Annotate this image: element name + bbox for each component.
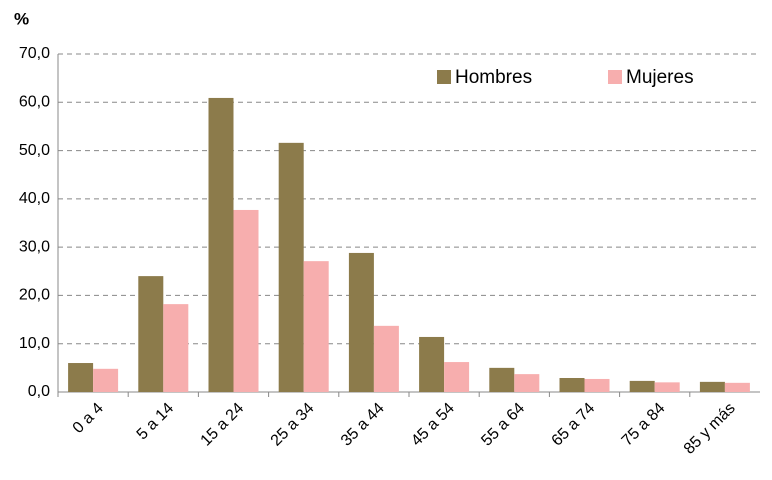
legend-label: Hombres [455,67,532,88]
x-tick-label: 35 a 44 [338,400,388,450]
bar [68,363,94,392]
bar [303,261,329,392]
legend-swatch [437,70,451,84]
bar [373,325,399,392]
x-tick-label: 15 a 24 [198,400,248,450]
bar [724,382,750,392]
y-tick-label: 0,0 [28,383,50,400]
x-tick-label: 45 a 54 [408,400,458,450]
y-tick-label: 20,0 [19,287,50,304]
x-tick-label: 5 a 14 [134,400,178,444]
bar [444,362,470,392]
bar [93,368,119,392]
y-tick-label: 70,0 [19,45,50,62]
bar [278,142,304,392]
legend-label: Mujeres [626,67,694,88]
bar [208,97,234,392]
x-tick-label: 65 a 74 [549,400,599,450]
x-tick-label: 75 a 84 [619,400,669,450]
bar [699,381,725,392]
bar [559,377,585,392]
y-tick-label: 40,0 [19,190,50,207]
y-tick-label: 10,0 [19,335,50,352]
legend-swatch [608,70,622,84]
bar [514,374,540,392]
bar [233,209,259,392]
bar [163,304,189,392]
y-tick-label: 30,0 [19,238,50,255]
bar [489,367,515,392]
x-tick-label: 85 y más [681,400,739,458]
x-tick-label: 0 a 4 [70,400,107,437]
y-axis-label: % [14,9,29,28]
x-tick-label: 55 a 64 [478,400,528,450]
bar [654,382,680,392]
y-tick-label: 60,0 [19,94,50,111]
bar [138,276,164,392]
y-tick-label: 50,0 [19,142,50,159]
bar [348,252,374,392]
bar [629,380,655,392]
bar [584,378,610,392]
x-tick-label: 25 a 34 [268,400,318,450]
bar [419,336,445,392]
